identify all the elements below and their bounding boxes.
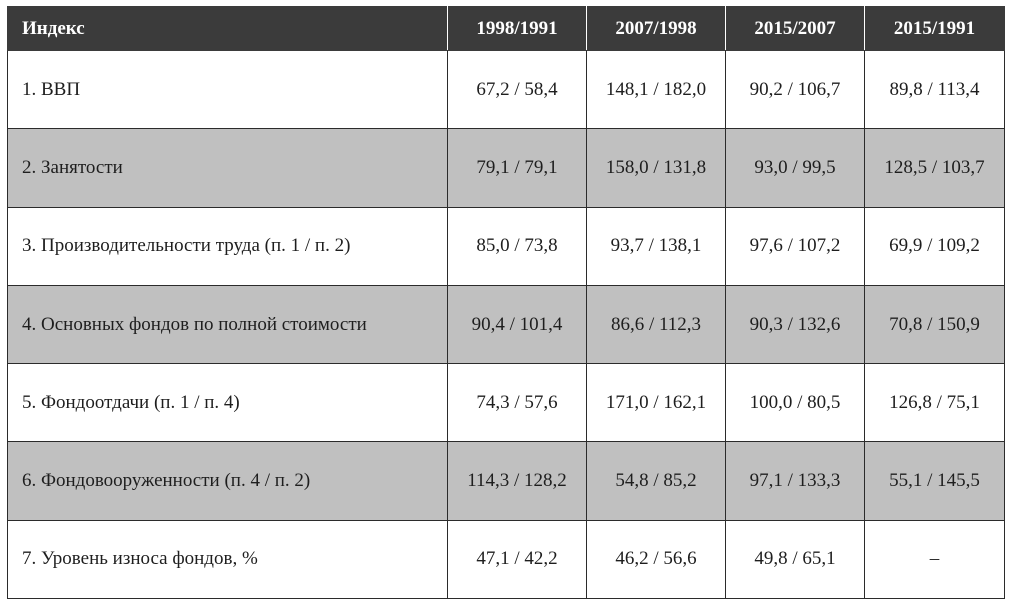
table-cell: 158,0 / 131,8 <box>586 128 726 208</box>
table-cell: 93,0 / 99,5 <box>725 128 865 208</box>
table-cell: 90,3 / 132,6 <box>725 284 865 365</box>
table-cell: 97,6 / 107,2 <box>725 206 865 286</box>
table-cell: 69,9 / 109,2 <box>864 206 1005 286</box>
table-body: 1. ВВП 67,2 / 58,4 148,1 / 182,0 90,2 / … <box>7 49 1005 600</box>
row-label: 7. Уровень износа фондов, % <box>7 519 448 600</box>
table-cell: 86,6 / 112,3 <box>586 284 726 365</box>
table-cell: 90,4 / 101,4 <box>447 284 587 365</box>
row-label: 1. ВВП <box>7 49 448 130</box>
table-cell: 126,8 / 75,1 <box>864 363 1005 443</box>
table-cell: 114,3 / 128,2 <box>447 441 587 521</box>
header-1998-1991: 1998/1991 <box>447 6 587 51</box>
table-cell: – <box>864 519 1005 600</box>
table-cell: 89,8 / 113,4 <box>864 49 1005 130</box>
header-2007-1998: 2007/1998 <box>586 6 726 51</box>
table-cell: 47,1 / 42,2 <box>447 519 587 600</box>
table-cell: 148,1 / 182,0 <box>586 49 726 130</box>
table-cell: 90,2 / 106,7 <box>725 49 865 130</box>
header-row: Индекс 1998/1991 2007/1998 2015/2007 201… <box>7 6 1005 51</box>
index-table: Индекс 1998/1991 2007/1998 2015/2007 201… <box>7 6 1005 600</box>
table-row: 7. Уровень износа фондов, % 47,1 / 42,2 … <box>7 519 1005 600</box>
table-cell: 74,3 / 57,6 <box>447 363 587 443</box>
row-label: 5. Фондоотдачи (п. 1 / п. 4) <box>7 363 448 443</box>
table-row: 6. Фондовооруженности (п. 4 / п. 2) 114,… <box>7 441 1005 521</box>
table-cell: 49,8 / 65,1 <box>725 519 865 600</box>
header-2015-2007: 2015/2007 <box>725 6 865 51</box>
table-cell: 100,0 / 80,5 <box>725 363 865 443</box>
table-cell: 97,1 / 133,3 <box>725 441 865 521</box>
table-row: 4. Основных фондов по полной стоимости 9… <box>7 284 1005 365</box>
index-table-container: Индекс 1998/1991 2007/1998 2015/2007 201… <box>7 6 1005 600</box>
table-cell: 46,2 / 56,6 <box>586 519 726 600</box>
header-2015-1991: 2015/1991 <box>864 6 1005 51</box>
row-label: 4. Основных фондов по полной стоимости <box>7 284 448 365</box>
table-row: 3. Производительности труда (п. 1 / п. 2… <box>7 206 1005 286</box>
table-cell: 171,0 / 162,1 <box>586 363 726 443</box>
table-header: Индекс 1998/1991 2007/1998 2015/2007 201… <box>7 6 1005 51</box>
table-cell: 85,0 / 73,8 <box>447 206 587 286</box>
table-cell: 93,7 / 138,1 <box>586 206 726 286</box>
row-label: 2. Занятости <box>7 128 448 208</box>
table-row: 1. ВВП 67,2 / 58,4 148,1 / 182,0 90,2 / … <box>7 49 1005 130</box>
table-cell: 70,8 / 150,9 <box>864 284 1005 365</box>
table-cell: 79,1 / 79,1 <box>447 128 587 208</box>
header-index: Индекс <box>7 6 448 51</box>
table-cell: 67,2 / 58,4 <box>447 49 587 130</box>
table-cell: 55,1 / 145,5 <box>864 441 1005 521</box>
row-label: 3. Производительности труда (п. 1 / п. 2… <box>7 206 448 286</box>
table-cell: 128,5 / 103,7 <box>864 128 1005 208</box>
row-label: 6. Фондовооруженности (п. 4 / п. 2) <box>7 441 448 521</box>
table-cell: 54,8 / 85,2 <box>586 441 726 521</box>
table-row: 2. Занятости 79,1 / 79,1 158,0 / 131,8 9… <box>7 128 1005 208</box>
table-row: 5. Фондоотдачи (п. 1 / п. 4) 74,3 / 57,6… <box>7 363 1005 443</box>
